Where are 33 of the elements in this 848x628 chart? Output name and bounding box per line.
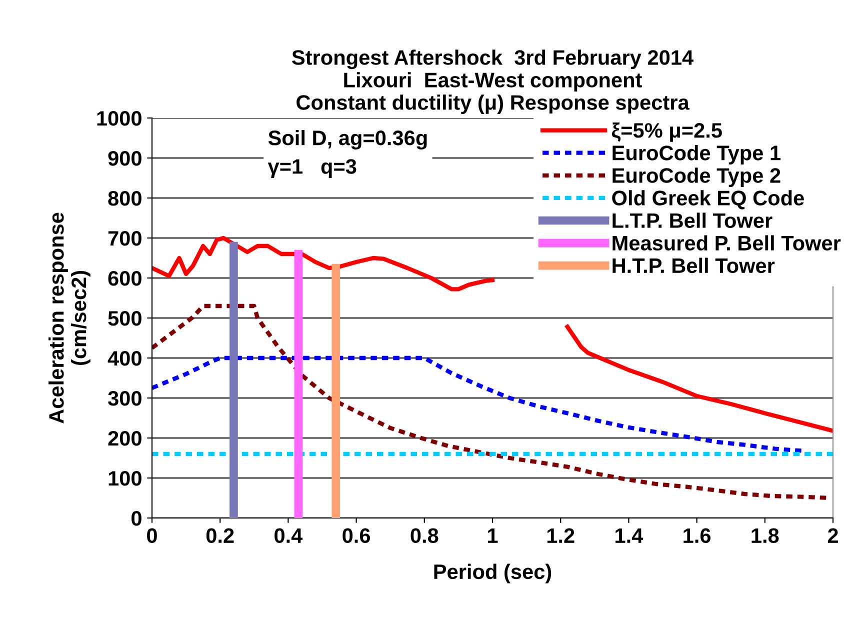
line-series bbox=[152, 356, 804, 453]
x-axis-title: Period (sec) bbox=[434, 564, 552, 584]
x-tick-label: 0.4 bbox=[274, 528, 303, 544]
legend-label: EuroCode Type 2 bbox=[612, 168, 780, 188]
y-tick-label: 500 bbox=[108, 311, 142, 326]
x-tick-label: 1 bbox=[488, 528, 498, 543]
x-tick-label: 2 bbox=[828, 528, 838, 543]
legend-label: H.T.P. Bell Tower bbox=[612, 258, 775, 274]
y-tick-label: 900 bbox=[108, 151, 142, 166]
legend-label: Measured P. Bell Tower bbox=[612, 235, 841, 251]
y-tick-label: 400 bbox=[108, 351, 142, 366]
annotation: Soil D, ag=0.36g γ=1 q=3 bbox=[268, 130, 427, 178]
x-tick-label: 1.4 bbox=[616, 528, 644, 543]
y-tick-label: 1000 bbox=[97, 111, 142, 126]
y-tick-label: 200 bbox=[108, 431, 142, 446]
legend-label: EuroCode Type 1 bbox=[612, 145, 781, 164]
x-tick-label: 1.6 bbox=[684, 528, 711, 544]
y-axis-title: Aceleration response (cm/sec2) bbox=[48, 212, 90, 424]
x-tick-label: 1.2 bbox=[547, 528, 574, 543]
y-tick-label: 700 bbox=[108, 231, 142, 246]
y-tick-label: 0 bbox=[132, 511, 142, 526]
y-tick-label: 600 bbox=[108, 271, 142, 286]
legend-label: Old Greek EQ Code bbox=[612, 190, 804, 210]
legend-label: L.T.P. Bell Tower bbox=[612, 212, 772, 228]
legend-label: ξ=5% μ=2.5 bbox=[612, 122, 722, 142]
y-tick-label: 300 bbox=[108, 391, 142, 406]
y-tick-label: 100 bbox=[108, 471, 142, 486]
y-tick-label: 800 bbox=[108, 191, 142, 206]
x-tick-label: 0 bbox=[147, 528, 157, 544]
x-tick-label: 0.8 bbox=[410, 528, 438, 544]
x-tick-label: 0.6 bbox=[342, 528, 370, 544]
x-tick-label: 1.8 bbox=[752, 528, 779, 544]
x-tick-label: 0.2 bbox=[206, 528, 234, 544]
